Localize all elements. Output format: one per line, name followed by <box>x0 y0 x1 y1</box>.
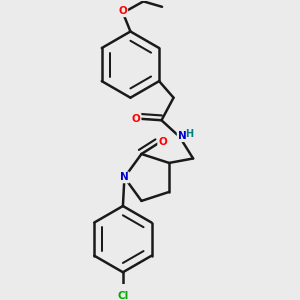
Text: H: H <box>185 129 193 140</box>
Text: Cl: Cl <box>117 291 128 300</box>
Text: O: O <box>132 114 141 124</box>
Text: O: O <box>158 137 167 147</box>
Text: N: N <box>178 131 186 141</box>
Text: N: N <box>120 172 129 182</box>
Text: O: O <box>118 6 127 16</box>
